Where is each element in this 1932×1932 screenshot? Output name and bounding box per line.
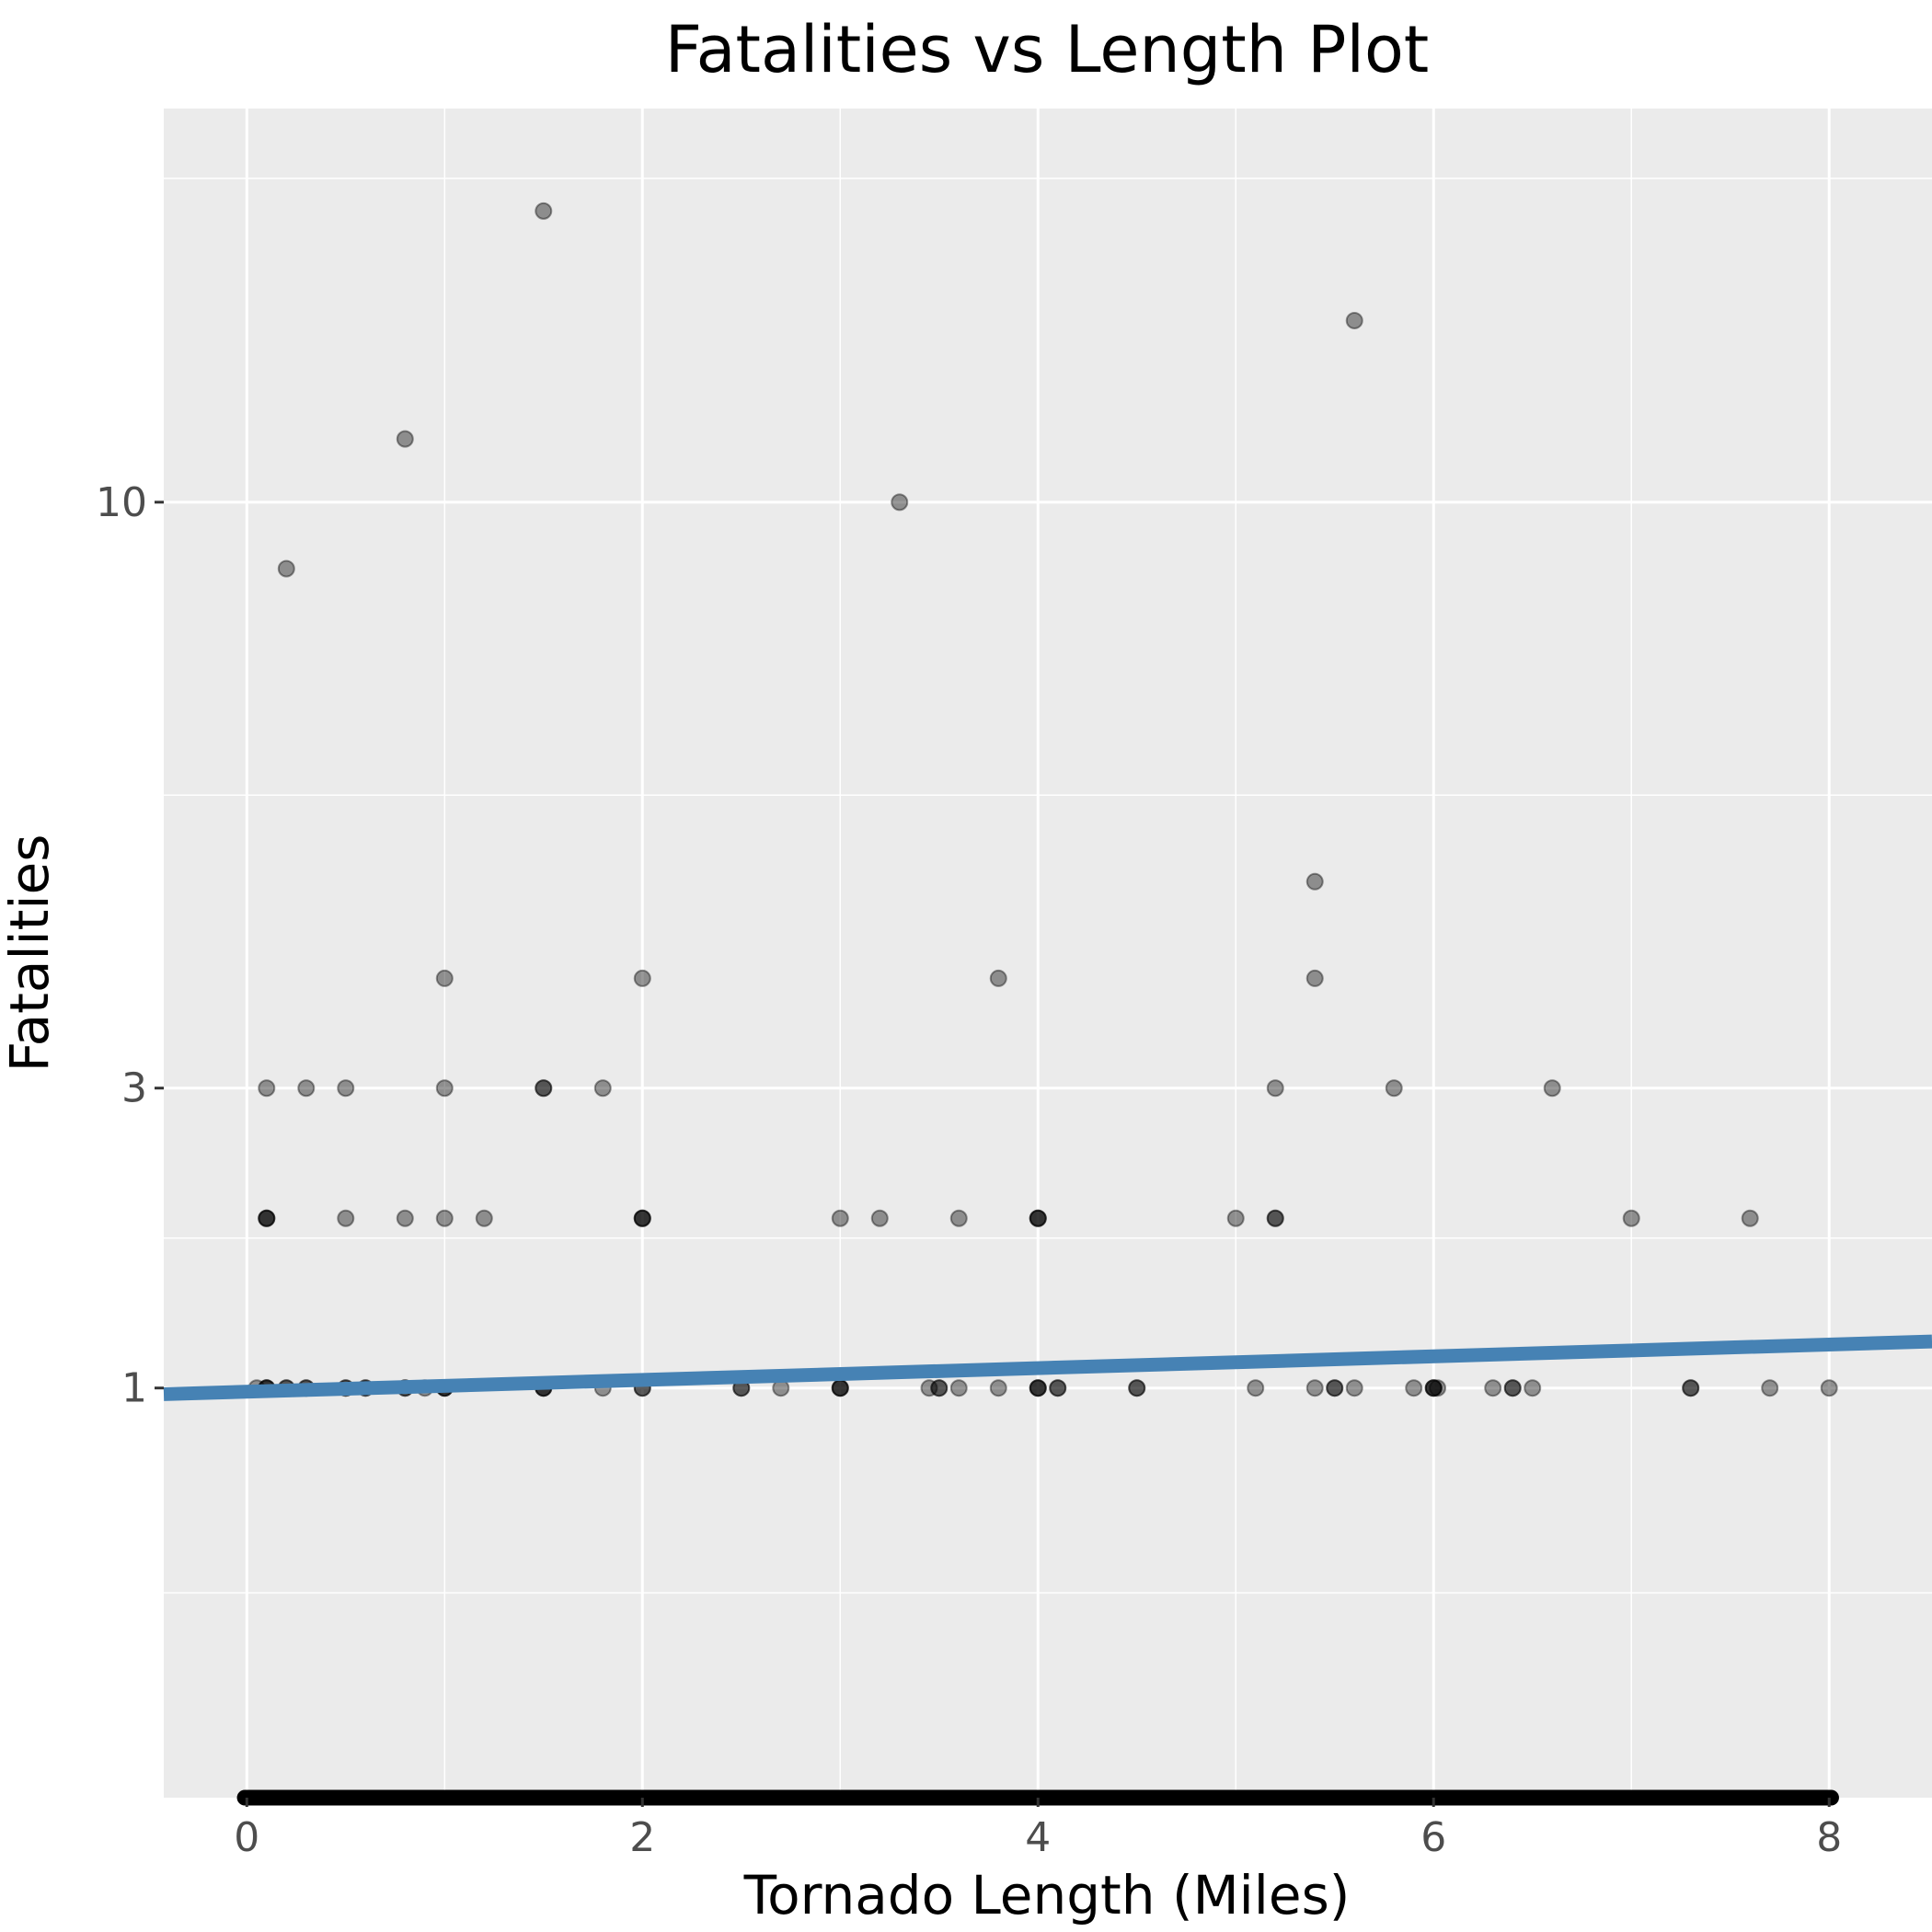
data-point [1524, 1379, 1542, 1397]
data-point [1029, 1209, 1047, 1227]
data-point [1266, 1209, 1284, 1227]
data-point [535, 1079, 553, 1098]
y-tick-label: 3 [121, 1065, 147, 1112]
data-point [1029, 1379, 1047, 1397]
data-point [1326, 1379, 1344, 1397]
data-point [831, 1209, 849, 1227]
data-point [535, 201, 553, 220]
data-point [396, 1209, 414, 1227]
data-point [1424, 1379, 1443, 1397]
data-point [1682, 1379, 1700, 1397]
x-tick-label: 4 [1025, 1814, 1051, 1861]
data-point [1820, 1379, 1838, 1397]
data-point [989, 969, 1007, 987]
y-tick-label: 1 [121, 1365, 147, 1412]
y-axis-label: Fatalities [0, 834, 61, 1073]
data-point [1405, 1379, 1423, 1397]
data-point [1029, 1209, 1047, 1227]
grid-lines [164, 109, 1932, 1798]
data-point [1345, 1379, 1363, 1397]
data-point [949, 1209, 968, 1227]
data-point [633, 1209, 651, 1227]
data-point [337, 1079, 355, 1098]
data-point [593, 1079, 612, 1098]
data-point [1128, 1379, 1146, 1397]
data-point [1503, 1379, 1522, 1397]
data-point [435, 969, 454, 987]
data-point [277, 559, 295, 578]
data-point [1424, 1379, 1443, 1397]
data-point [1305, 872, 1324, 891]
data-point [1385, 1079, 1403, 1098]
data-point [1305, 969, 1324, 987]
data-point [1682, 1379, 1700, 1397]
data-point [930, 1379, 949, 1397]
data-points [236, 201, 1839, 1806]
data-point [1543, 1079, 1561, 1098]
data-point [1622, 1209, 1640, 1227]
data-point [475, 1209, 493, 1227]
data-point [337, 1209, 355, 1227]
data-point [1503, 1379, 1522, 1397]
data-point [891, 493, 909, 512]
data-point [949, 1379, 968, 1397]
data-point [1326, 1379, 1344, 1397]
data-point [989, 1379, 1007, 1397]
data-point [1226, 1209, 1245, 1227]
data-point [258, 1209, 276, 1227]
x-tick-label: 0 [234, 1814, 259, 1861]
plot-panel [164, 109, 1932, 1798]
data-point [535, 1079, 553, 1098]
data-point [435, 1079, 454, 1098]
data-point [258, 1079, 276, 1098]
data-point [1424, 1379, 1443, 1397]
data-point [1266, 1209, 1284, 1227]
data-point [831, 1379, 849, 1397]
data-point [1266, 1079, 1284, 1098]
x-axis-label: Tornado Length (Miles) [743, 1864, 1351, 1926]
data-point [1345, 311, 1363, 329]
data-point [1484, 1379, 1502, 1397]
trend-line-group [163, 1334, 1932, 1401]
y-tick-label: 10 [96, 479, 147, 526]
x-tick-label: 8 [1816, 1814, 1842, 1861]
data-point [297, 1079, 316, 1098]
data-point [1247, 1379, 1265, 1397]
x-tick-label: 6 [1420, 1814, 1446, 1861]
data-point [1305, 1379, 1324, 1397]
data-point [870, 1209, 889, 1227]
data-point [1741, 1209, 1759, 1227]
axes: 0 2 4 6 8 1 3 10 [96, 479, 1842, 1861]
data-point [1761, 1379, 1779, 1397]
data-point [633, 1209, 651, 1227]
data-point [1029, 1209, 1047, 1227]
data-point [258, 1209, 276, 1227]
data-point [1029, 1379, 1047, 1397]
data-point [1049, 1379, 1067, 1397]
data-point [633, 1209, 651, 1227]
data-point [258, 1209, 276, 1227]
data-point [1029, 1379, 1047, 1397]
data-point [920, 1379, 938, 1397]
data-point [1429, 1379, 1447, 1397]
trend-line [163, 1334, 1932, 1401]
data-point [396, 430, 414, 448]
chart-title: Fatalities vs Length Plot [665, 12, 1429, 87]
data-point [1128, 1379, 1146, 1397]
data-point [1049, 1379, 1067, 1397]
data-point [435, 1209, 454, 1227]
data-point [930, 1379, 949, 1397]
x-tick-label: 2 [629, 1814, 655, 1861]
data-point [633, 969, 651, 987]
